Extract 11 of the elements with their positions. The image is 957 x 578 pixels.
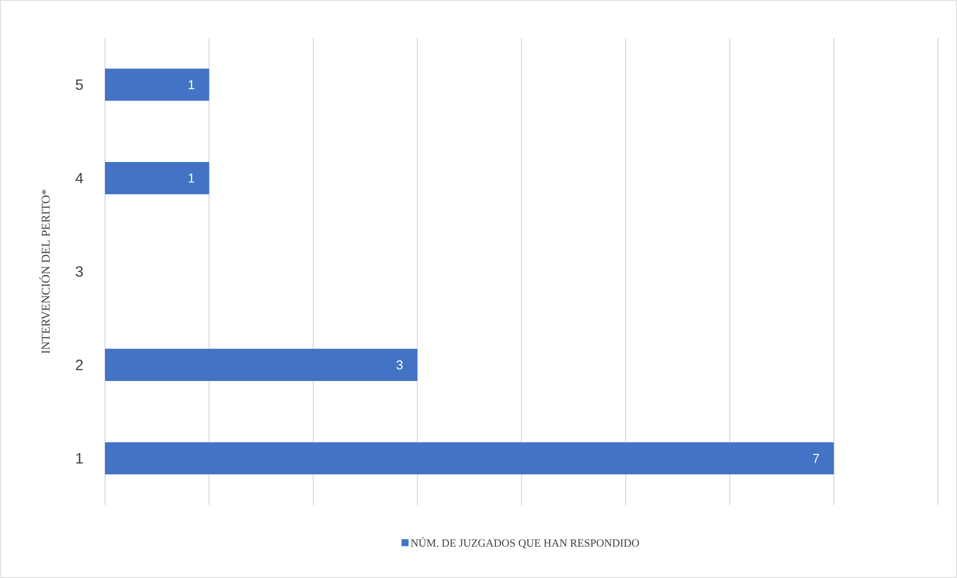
y-tick-label: 4 [76, 172, 84, 184]
data-label: 3 [396, 360, 403, 370]
data-label: 7 [813, 454, 820, 463]
legend-label: NÚM. DE JUZGADOS QUE HAN RESPONDIDO [410, 537, 639, 548]
y-tick-label: 5 [76, 79, 83, 90]
y-tick-label: 3 [76, 266, 83, 277]
data-label: 1 [188, 174, 194, 183]
y-axis-title: INTERVENCIÓN DEL PERITO* [39, 190, 50, 354]
y-tick-label: 1 [76, 453, 83, 464]
data-label: 1 [188, 80, 194, 90]
y-tick-label: 2 [76, 360, 83, 370]
